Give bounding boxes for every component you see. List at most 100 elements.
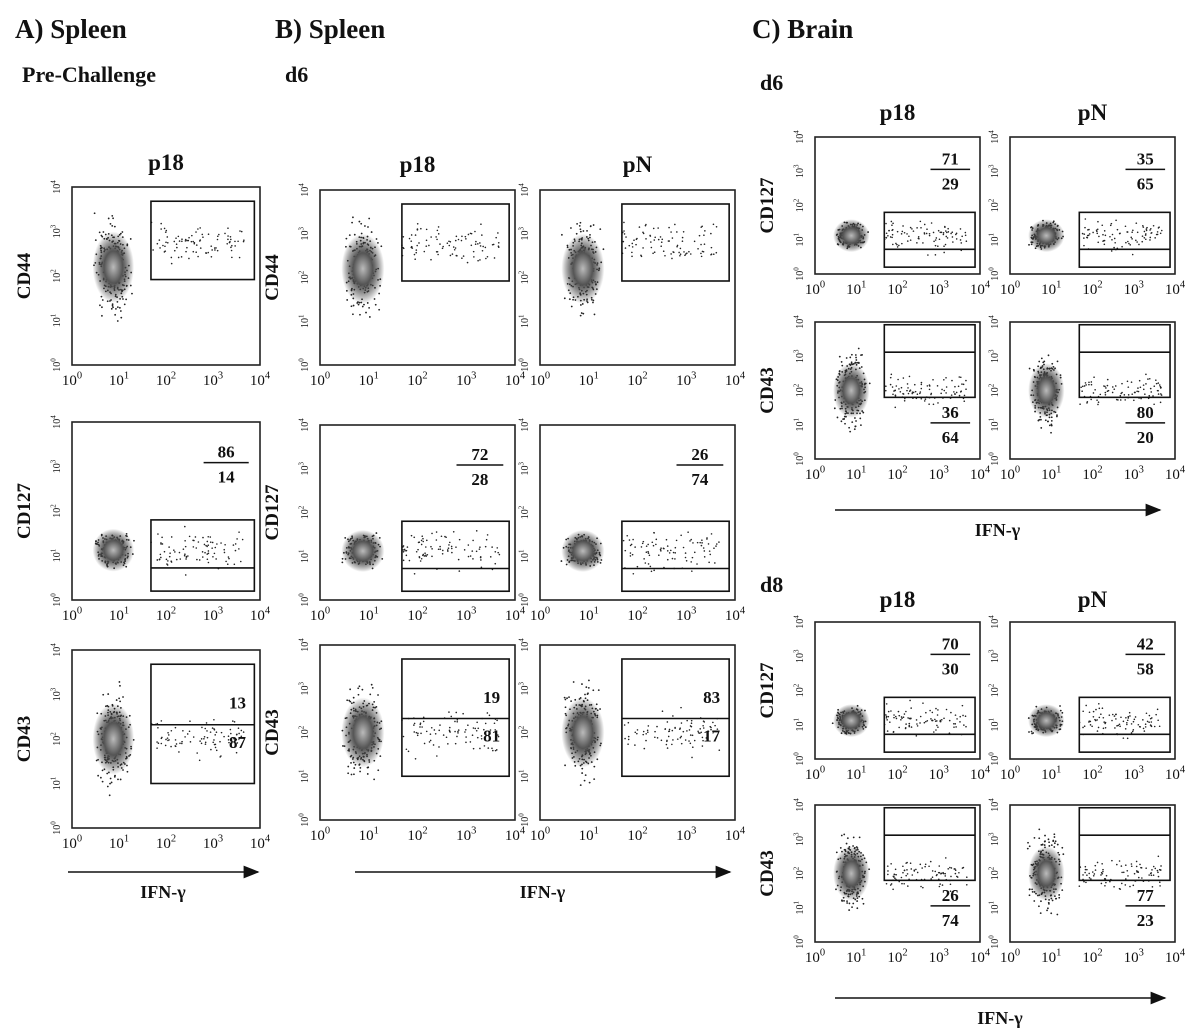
event-dot xyxy=(446,736,448,738)
event-dot xyxy=(696,563,698,565)
event-dot xyxy=(119,307,121,309)
tick-exponent: 4 xyxy=(298,418,306,422)
event-dot xyxy=(704,230,706,232)
event-dot xyxy=(690,253,692,255)
event-dot xyxy=(701,542,703,544)
event-dot xyxy=(585,774,587,776)
event-dot xyxy=(213,719,215,721)
event-dot xyxy=(716,543,718,545)
event-dot xyxy=(346,299,348,301)
tick-base: 10 xyxy=(579,373,594,389)
event-dot xyxy=(181,743,183,745)
event-dot xyxy=(464,731,466,733)
event-dot xyxy=(655,544,657,546)
event-dot xyxy=(1135,240,1137,242)
tick-exponent: 3 xyxy=(691,825,696,836)
event-dot xyxy=(100,235,102,237)
event-dot xyxy=(927,254,929,256)
tick-exponent: 1 xyxy=(861,464,866,475)
event-dot xyxy=(672,739,674,741)
event-dot xyxy=(206,553,208,555)
event-dot xyxy=(1161,394,1163,396)
event-dot xyxy=(477,260,479,262)
x-tick-label: 100 xyxy=(1000,279,1020,298)
event-dot xyxy=(195,547,197,549)
event-dot xyxy=(944,226,946,228)
event-dot xyxy=(917,393,919,395)
tick-base: 10 xyxy=(970,467,985,483)
event-dot xyxy=(1082,386,1084,388)
event-dot xyxy=(161,737,163,739)
event-dot xyxy=(1113,388,1115,390)
event-dot xyxy=(701,256,703,258)
y-axis-label: CD127 xyxy=(262,484,283,540)
tick-base: 10 xyxy=(250,608,265,624)
tick-exponent: 0 xyxy=(545,825,550,836)
event-dot xyxy=(206,730,208,732)
x-tick-label: 104 xyxy=(725,825,746,844)
event-dot xyxy=(494,257,496,259)
event-dot xyxy=(476,530,478,532)
event-dot xyxy=(453,531,455,533)
event-dot xyxy=(167,560,169,562)
event-dot xyxy=(706,538,708,540)
event-dot xyxy=(206,722,208,724)
tick-base: 10 xyxy=(52,825,63,835)
event-dot xyxy=(858,348,860,350)
event-dot xyxy=(894,390,896,392)
event-dot xyxy=(443,734,445,736)
event-dot xyxy=(191,241,193,243)
x-tick-label: 102 xyxy=(156,833,176,852)
tick-exponent: 2 xyxy=(642,605,647,616)
event-dot xyxy=(667,721,669,723)
tick-base: 10 xyxy=(676,828,691,844)
event-dot xyxy=(654,251,656,253)
event-dot xyxy=(653,545,655,547)
event-dot xyxy=(411,246,413,248)
tick-base: 10 xyxy=(62,836,77,852)
tick-base: 10 xyxy=(300,274,311,284)
event-dot xyxy=(94,212,96,214)
event-dot xyxy=(353,767,355,769)
event-dot xyxy=(454,721,456,723)
event-dot xyxy=(109,794,111,796)
event-dot xyxy=(603,248,605,250)
event-dot xyxy=(486,539,488,541)
tick-exponent: 1 xyxy=(793,233,801,237)
event-dot xyxy=(943,252,945,254)
tick-exponent: 1 xyxy=(50,548,58,552)
event-dot xyxy=(626,535,628,537)
tick-base: 10 xyxy=(52,552,63,562)
event-dot xyxy=(437,230,439,232)
event-dot xyxy=(904,232,906,234)
event-dot xyxy=(588,687,590,689)
event-dot xyxy=(475,243,477,245)
event-dot xyxy=(1108,390,1110,392)
event-dot xyxy=(700,253,702,255)
event-dot xyxy=(176,559,178,561)
event-dot xyxy=(683,731,685,733)
event-dot xyxy=(181,741,183,743)
event-dot xyxy=(1093,376,1095,378)
tick-base: 10 xyxy=(156,836,171,852)
event-dot xyxy=(561,560,563,562)
event-dot xyxy=(685,552,687,554)
event-dot xyxy=(361,689,363,691)
tick-exponent: 3 xyxy=(298,227,306,231)
tick-base: 10 xyxy=(990,237,1001,247)
tick-exponent: 2 xyxy=(902,279,907,290)
event-dot xyxy=(473,727,475,729)
event-dot xyxy=(940,393,942,395)
event-dot xyxy=(963,384,965,386)
event-dot xyxy=(473,748,475,750)
event-dot xyxy=(637,729,639,731)
event-dot xyxy=(592,689,594,691)
tick-base: 10 xyxy=(505,373,520,389)
event-dot xyxy=(702,251,704,253)
column-label: p18 xyxy=(880,100,916,125)
event-dot xyxy=(491,747,493,749)
y-tick-label: 102 xyxy=(793,198,807,212)
event-dot xyxy=(238,727,240,729)
event-dot xyxy=(152,249,154,251)
tick-base: 10 xyxy=(676,373,691,389)
